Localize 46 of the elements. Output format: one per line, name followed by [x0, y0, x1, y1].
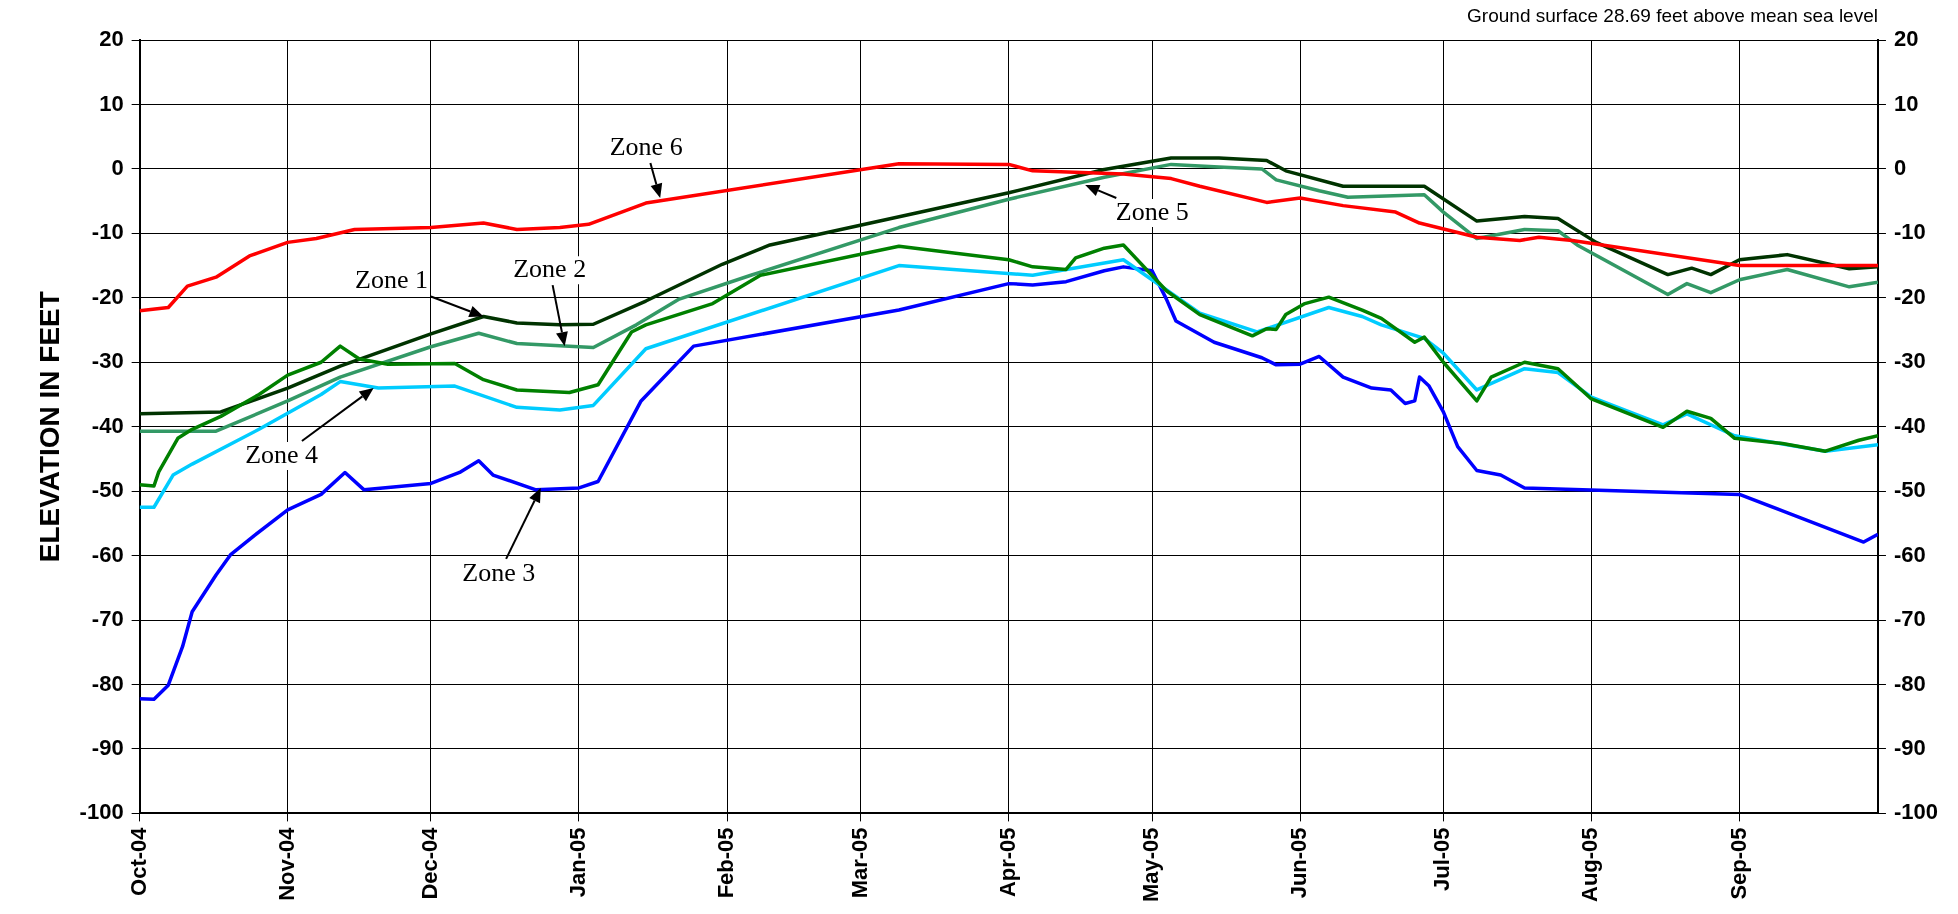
annotation: Zone 3 [462, 557, 536, 587]
y-tick-label: 10 [99, 90, 124, 116]
x-tick-label: Apr-05 [994, 827, 1020, 898]
y-tick-label: -80 [91, 670, 124, 696]
y2-tick-label: 10 [1893, 90, 1919, 116]
y2-tick-label: -40 [1893, 412, 1926, 438]
x-tick-label: Oct-04 [125, 826, 151, 896]
y-tick-label: -70 [91, 606, 124, 632]
y-axis-title: ELEVATION IN FEET [33, 291, 65, 563]
y2-tick-label: -20 [1893, 283, 1926, 309]
x-tick-label: Feb-05 [713, 827, 739, 899]
x-tick-label: Jul-05 [1429, 827, 1455, 891]
y-tick-label: -100 [79, 799, 124, 825]
annotation: Zone 6 [609, 131, 683, 161]
y-tick-label: -30 [91, 348, 124, 374]
y-tick-label: 0 [111, 154, 124, 180]
y-tick-label: 20 [99, 26, 124, 52]
y-tick-label: -90 [91, 735, 124, 761]
y2-tick-label: -50 [1893, 477, 1926, 503]
y2-tick-label: -10 [1893, 219, 1926, 245]
x-tick-label: Jun-05 [1286, 827, 1312, 899]
x-tick-label: Dec-04 [417, 826, 443, 900]
y-tick-label: -60 [91, 541, 124, 567]
y-tick-label: -20 [91, 283, 124, 309]
x-tick-label: Mar-05 [846, 827, 872, 899]
annotation: Zone 4 [245, 439, 319, 469]
x-tick-label: Sep-05 [1725, 827, 1751, 900]
y-tick-label: -50 [91, 477, 124, 503]
y2-tick-label: 0 [1893, 154, 1907, 180]
y2-tick-label: -70 [1893, 606, 1926, 632]
annotation: Zone 2 [513, 253, 587, 283]
text: Ground surface 28.69 feet above mean sea level [1467, 4, 1878, 26]
x-tick-label: May-05 [1138, 827, 1164, 902]
y-tick-label: -40 [91, 412, 124, 438]
x-tick-label: Nov-04 [273, 826, 299, 901]
y-tick-label: -10 [91, 219, 124, 245]
y2-tick-label: -60 [1893, 541, 1926, 567]
y2-tick-label: -80 [1893, 670, 1926, 696]
x-tick-label: Aug-05 [1577, 827, 1603, 902]
y2-tick-label: -30 [1893, 348, 1926, 374]
y2-tick-label: 20 [1893, 26, 1919, 52]
annotation: Zone 5 [1115, 196, 1189, 226]
annotation: Zone 1 [355, 265, 428, 295]
y2-tick-label: -90 [1893, 735, 1926, 761]
x-tick-label: Jan-05 [565, 827, 591, 898]
y2-tick-label: -100 [1893, 799, 1939, 825]
